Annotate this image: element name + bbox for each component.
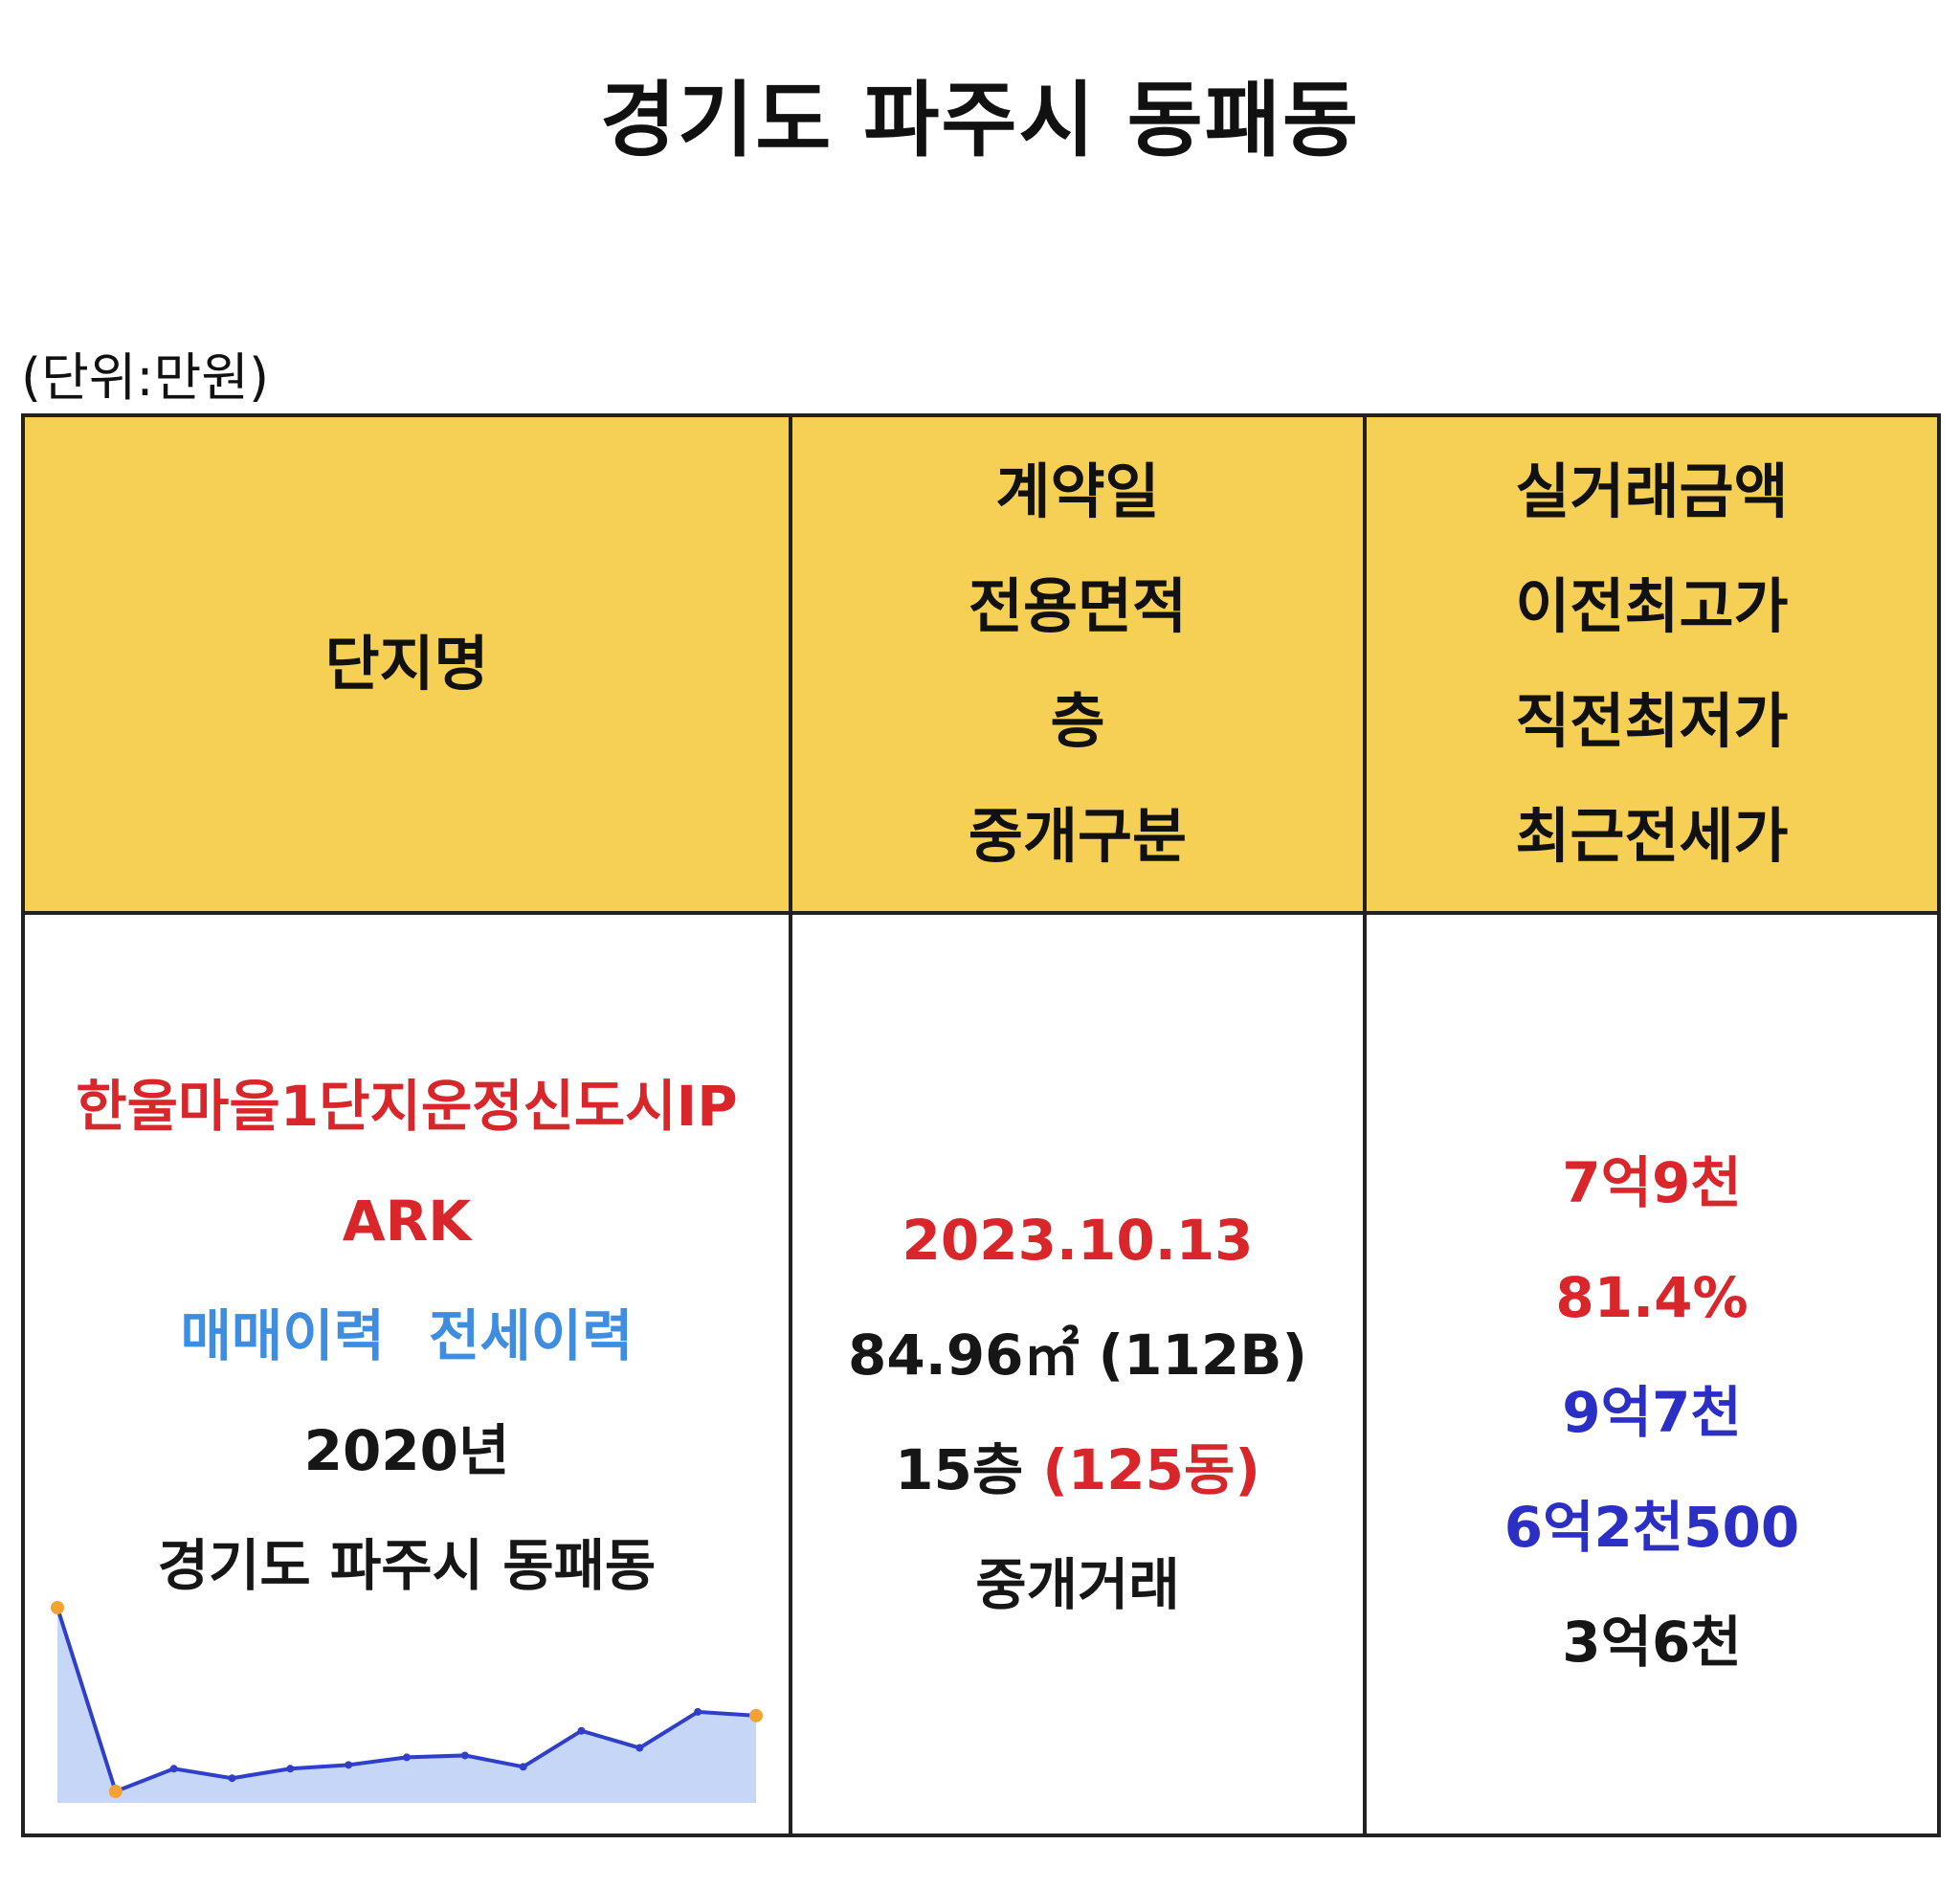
building-number: (125동) (1042, 1437, 1260, 1502)
transaction-table: 단지명 계약일 전용면적 층 중개구분 실거래금액 이전최고가 직전최저가 최근… (21, 413, 1941, 1837)
sparkline-point (403, 1753, 411, 1762)
header-label: 최근전세가 (1515, 801, 1789, 871)
header-label: 단지명 (324, 629, 489, 699)
sparkline-points (51, 1601, 763, 1799)
complex-name-continued[interactable]: ARK (342, 1189, 472, 1254)
history-links: 매매이력 전세이력 (181, 1278, 634, 1393)
previous-high-price: 9억7천 (1562, 1380, 1742, 1445)
header-label: 전용면적 (968, 571, 1188, 641)
sparkline-point (286, 1765, 295, 1773)
contract-cell: 2023.10.13 84.96㎡ (112B) 15층 (125동) 중개거래 (792, 915, 1367, 1833)
sparkline-point (577, 1726, 586, 1735)
page-title: 경기도 파주시 동패동 (600, 73, 1360, 168)
header-label: 층 (1050, 686, 1105, 756)
sparkline-point (345, 1761, 353, 1769)
header-label: 직전최저가 (1515, 686, 1789, 756)
sparkline-point (51, 1601, 64, 1614)
header-label: 실거래금액 (1515, 456, 1789, 526)
previous-low-price: 6억2천500 (1503, 1495, 1800, 1560)
complex-cell: 한울마을1단지운정신도시IP ARK 매매이력 전세이력 2020년 경기도 파주… (25, 915, 792, 1833)
contract-date: 2023.10.13 (902, 1208, 1254, 1273)
sparkline-point (749, 1708, 763, 1722)
sparkline-point (635, 1744, 644, 1752)
header-contract-info: 계약일 전용면적 층 중개구분 (792, 417, 1367, 915)
floor-line: 15층 (125동) (895, 1412, 1260, 1527)
sparkline-point (694, 1707, 702, 1716)
floor: 15층 (895, 1437, 1024, 1502)
sparkline-point (519, 1763, 527, 1771)
price-cell: 7억9천 81.4% 9억7천 6억2천500 3억6천 (1367, 915, 1937, 1833)
broker-type: 중개거래 (975, 1552, 1180, 1617)
sale-history-link[interactable]: 매매이력 (180, 1303, 385, 1368)
transaction-price: 7억9천 (1562, 1150, 1742, 1215)
jeonse-history-link[interactable]: 전세이력 (429, 1303, 634, 1368)
sparkline-point (228, 1774, 236, 1783)
sparkline-point (108, 1785, 122, 1799)
header-complex-name: 단지명 (25, 417, 792, 915)
recent-jeonse-price: 3억6천 (1562, 1610, 1742, 1675)
built-year: 2020년 (303, 1418, 510, 1483)
exclusive-area: 84.96㎡ (112B) (848, 1322, 1307, 1388)
header-label: 계약일 (995, 456, 1160, 526)
header-label: 중개구분 (968, 801, 1188, 871)
location: 경기도 파주시 동패동 (157, 1533, 657, 1598)
sparkline-area (57, 1608, 756, 1803)
price-ratio: 81.4% (1555, 1265, 1748, 1330)
header-label: 이전최고가 (1515, 571, 1789, 641)
complex-name[interactable]: 한울마을1단지운정신도시IP (76, 1074, 738, 1139)
sparkline-point (169, 1765, 178, 1773)
unit-note: (단위:만원) (21, 347, 270, 408)
price-sparkline (51, 1601, 763, 1803)
sparkline-point (460, 1751, 469, 1760)
header-price-info: 실거래금액 이전최고가 직전최저가 최근전세가 (1367, 417, 1937, 915)
